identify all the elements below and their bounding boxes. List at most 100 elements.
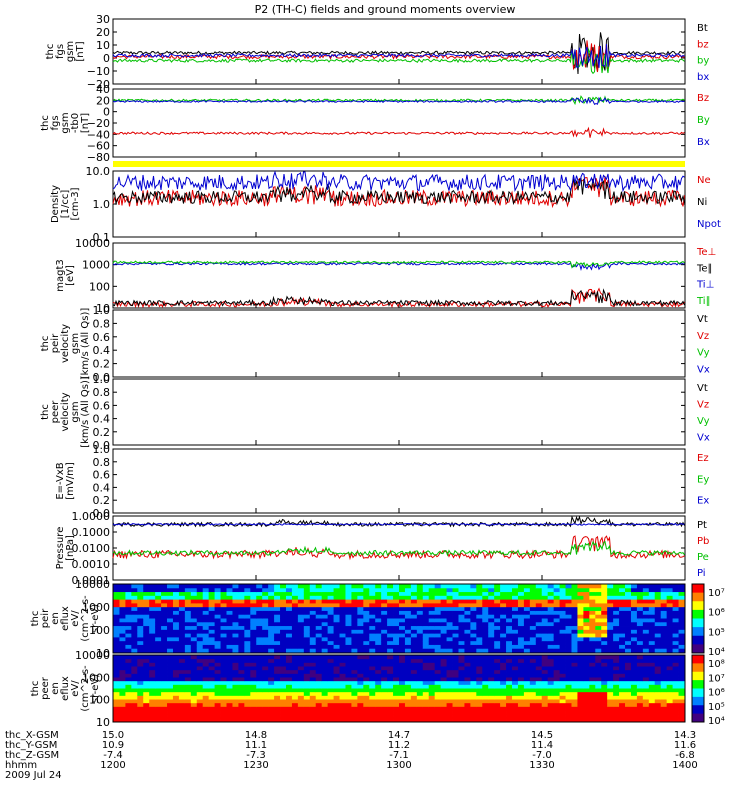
spectrogram-cell	[672, 699, 679, 704]
spectrogram-cell	[589, 618, 596, 623]
spectrogram-cell	[399, 618, 406, 623]
spectrogram-cell	[274, 684, 281, 689]
spectrogram-cell	[291, 670, 299, 675]
spectrogram-cell	[613, 659, 620, 664]
spectrogram-cell	[399, 637, 406, 642]
spectrogram-cell	[648, 655, 656, 660]
spectrogram-cell	[678, 717, 685, 722]
spectrogram-cell	[262, 618, 269, 623]
spectrogram-cell	[143, 584, 150, 589]
spectrogram-cell	[482, 648, 489, 653]
spectrogram-cell	[321, 666, 329, 671]
spectrogram-cell	[315, 673, 323, 678]
spectrogram-cell	[155, 641, 162, 646]
spectrogram-cell	[363, 710, 370, 715]
spectrogram-cell	[113, 633, 120, 638]
spectrogram-cell	[541, 706, 549, 711]
spectrogram-cell	[202, 655, 210, 660]
spectrogram-cell	[595, 610, 602, 616]
spectrogram-cell	[345, 681, 352, 686]
spectrogram-cell	[630, 688, 638, 693]
spectrogram-cell	[601, 659, 608, 664]
spectrogram-cell	[196, 629, 204, 635]
spectrogram-cell	[285, 688, 293, 693]
spectrogram-cell	[607, 659, 614, 664]
spectrogram-cell	[125, 648, 132, 653]
spectrogram-cell	[488, 655, 495, 660]
spectrogram-cell	[280, 599, 287, 604]
spectrogram-cell	[387, 614, 394, 619]
spectrogram-cell	[274, 614, 281, 619]
spectrogram-cell	[666, 588, 674, 593]
spectrogram-cell	[559, 595, 566, 601]
y-tick-label: 0.2	[93, 358, 111, 371]
spectrogram-cell	[268, 629, 275, 635]
spectrogram-cell	[440, 677, 447, 682]
spectrogram-cell	[517, 714, 525, 719]
spectrogram-cell	[339, 626, 346, 631]
spectrogram-cell	[327, 666, 334, 671]
spectrogram-cell	[208, 677, 216, 682]
spectrogram-cell	[541, 688, 549, 693]
spectrogram-cell	[208, 692, 216, 697]
spectrogram-cell	[232, 607, 239, 612]
spectrogram-cell	[476, 714, 483, 719]
spectrogram-cell	[446, 673, 453, 678]
spectrogram-cell	[494, 695, 501, 700]
spectrogram-cell	[315, 670, 323, 675]
spectrogram-cell	[291, 629, 299, 635]
spectrogram-cell	[589, 622, 596, 627]
spectrogram-cell	[601, 681, 608, 686]
spectrogram-cell	[666, 595, 674, 601]
spectrogram-cell	[351, 659, 358, 664]
spectrogram-cell	[547, 584, 555, 589]
spectrogram-cell	[303, 695, 311, 700]
spectrogram-cell	[321, 633, 329, 638]
spectrogram-cell	[155, 610, 162, 616]
spectrogram-cell	[184, 595, 192, 601]
spectrogram-cell	[220, 692, 227, 697]
spectrogram-cell	[464, 595, 471, 601]
spectrogram-cell	[190, 717, 198, 722]
spectrogram-cell	[583, 659, 590, 664]
colorbar-label: 10⁵	[708, 627, 725, 638]
spectrogram-cell	[434, 637, 442, 642]
spectrogram-cell	[553, 710, 560, 715]
spectrogram-cell	[512, 717, 519, 722]
spectrogram-cell	[303, 710, 311, 715]
spectrogram-cell	[470, 706, 477, 711]
spectrogram-cell	[250, 633, 257, 638]
spectrogram-cell	[506, 666, 513, 671]
spectrogram-cell	[446, 618, 453, 623]
spectrogram-cell	[351, 592, 358, 597]
y-label-line: gsm	[60, 112, 71, 133]
spectrogram-cell	[321, 703, 329, 708]
spectrogram-cell	[119, 595, 126, 601]
spectrogram-cell	[149, 659, 156, 664]
spectrogram-cell	[232, 644, 239, 650]
spectrogram-cell	[625, 599, 632, 604]
spectrogram-cell	[190, 666, 198, 671]
spectrogram-cell	[416, 610, 424, 616]
y-label-line: thc	[40, 336, 51, 352]
spectrogram-cell	[119, 626, 126, 631]
spectrogram-cell	[589, 710, 596, 715]
spectrogram-cell	[190, 684, 198, 689]
spectrogram-cell	[625, 641, 632, 646]
spectrogram-cell	[595, 666, 602, 671]
spectrogram-cell	[268, 599, 275, 604]
spectrogram-cell	[642, 629, 650, 635]
spectrogram-cell	[476, 607, 483, 612]
spectrogram-cell	[399, 641, 406, 646]
spectrogram-cell	[178, 666, 186, 671]
y-label-line: thc	[45, 44, 56, 60]
spectrogram-cell	[244, 588, 251, 593]
spectrogram-cell	[404, 626, 412, 631]
spectrogram-cell	[274, 666, 281, 671]
spectrogram-cell	[387, 670, 394, 675]
spectrogram-cell	[131, 595, 138, 601]
spectrogram-cell	[172, 641, 180, 646]
spectrogram-cell	[238, 599, 245, 604]
spectrogram-cell	[470, 695, 477, 700]
spectrogram-cell	[458, 655, 465, 660]
